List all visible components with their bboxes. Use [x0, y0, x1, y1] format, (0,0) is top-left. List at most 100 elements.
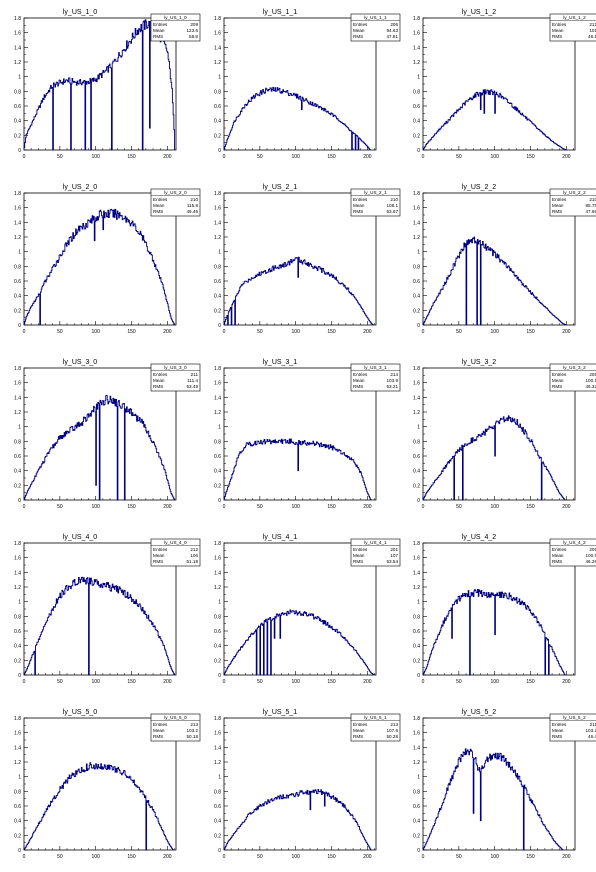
- stats-entries-label: Entries: [353, 197, 368, 202]
- y-tick-label: 0.8: [413, 264, 420, 270]
- x-tick-label: 0: [223, 329, 226, 335]
- y-tick-label: 0.6: [214, 279, 221, 285]
- histogram-series: [23, 19, 176, 151]
- x-tick-label: 0: [223, 679, 226, 685]
- stats-mean-label: Mean: [353, 378, 365, 383]
- x-tick-label: 50: [456, 854, 462, 860]
- stats-mean-value: 100.1: [586, 378, 596, 383]
- y-tick-label: 1.8: [214, 716, 221, 722]
- stats-rms-value: 53.67: [387, 209, 399, 214]
- x-tick-label: 150: [327, 504, 336, 510]
- y-tick-label: 0.6: [14, 454, 21, 460]
- y-tick-label: 1.6: [214, 556, 221, 562]
- stats-mean-value: 115.8: [187, 203, 199, 208]
- stats-entries-label: Entries: [153, 197, 168, 202]
- y-tick-label: 1.2: [413, 410, 420, 416]
- y-tick-label: 1.6: [14, 381, 21, 387]
- stats-name: ly_US_2_1: [364, 190, 387, 195]
- x-tick-label: 100: [292, 679, 301, 685]
- y-tick-label: 1.8: [14, 716, 21, 722]
- histogram-panel: ly_US_5_2 0 0.2 0.4 0.6 0.8 1 1.2 1.4 1.6 1.8 0 50 10…: [413, 709, 596, 860]
- stats-entries-value: 208: [589, 372, 596, 377]
- y-tick-label: 0.4: [413, 644, 420, 650]
- y-tick-label: 0.4: [214, 469, 221, 475]
- stats-box: [549, 538, 596, 567]
- y-tick-label: 1.2: [214, 585, 221, 591]
- y-tick-label: 0: [218, 848, 221, 854]
- y-tick-label: 0.2: [413, 483, 420, 489]
- stats-entries-value: 210: [190, 197, 198, 202]
- y-tick-label: 1.4: [14, 220, 21, 226]
- y-tick-label: 0.8: [14, 614, 21, 620]
- stats-rms-value: 46.26: [586, 559, 596, 564]
- stats-mean-label: Mean: [552, 728, 564, 733]
- stats-entries-label: Entries: [552, 22, 567, 27]
- x-tick-label: 150: [327, 329, 336, 335]
- y-tick-label: 0.6: [14, 279, 21, 285]
- stats-mean-value: 101: [589, 28, 596, 33]
- x-tick-label: 50: [257, 154, 263, 160]
- x-tick-label: 50: [456, 679, 462, 685]
- stats-entries-value: 213: [390, 722, 398, 727]
- stats-name: ly_US_3_1: [364, 365, 387, 370]
- y-tick-label: 0: [417, 673, 420, 679]
- stats-entries-label: Entries: [153, 372, 168, 377]
- stats-box: [350, 538, 401, 567]
- x-tick-label: 200: [163, 504, 172, 510]
- y-tick-label: 1: [18, 75, 21, 81]
- stats-rms-value: 53.49: [187, 384, 199, 389]
- stats-mean-value: 107: [390, 553, 398, 558]
- y-tick-label: 0.2: [14, 833, 21, 839]
- histogram-panel: ly_US_2_2 0 0.2 0.4 0.6 0.8 1 1.2 1.4 1.6 1.8 0 50 10…: [413, 184, 596, 335]
- y-tick-label: 0.4: [214, 819, 221, 825]
- histogram-panel: ly_US_4_2 0 0.2 0.4 0.6 0.8 1 1.2 1.4 1.6 1.8 0 50 10…: [413, 534, 596, 685]
- stats-rms-label: RMS: [552, 734, 562, 739]
- y-tick-label: 1.4: [214, 570, 221, 576]
- y-tick-label: 0.4: [413, 294, 420, 300]
- stats-box: [350, 713, 401, 742]
- histogram-series: [23, 576, 176, 676]
- y-tick-label: 1.6: [14, 31, 21, 37]
- histogram-series: [422, 748, 564, 851]
- y-tick-label: 0.2: [214, 833, 221, 839]
- y-tick-label: 1.6: [214, 381, 221, 387]
- x-tick-label: 100: [491, 329, 500, 335]
- y-tick-label: 1: [417, 600, 420, 606]
- y-tick-label: 0.6: [14, 104, 21, 110]
- stats-name: ly_US_5_1: [364, 715, 387, 720]
- x-tick-label: 0: [422, 679, 425, 685]
- stats-mean-label: Mean: [153, 378, 165, 383]
- chart-title: ly_US_4_2: [462, 534, 496, 541]
- y-tick-label: 0.8: [214, 89, 221, 95]
- y-tick-label: 1.6: [214, 206, 221, 212]
- y-tick-label: 0.4: [214, 119, 221, 125]
- x-tick-label: 150: [526, 154, 535, 160]
- stats-entries-value: 206: [390, 22, 398, 27]
- histogram-series: [23, 394, 176, 501]
- y-tick-label: 1.2: [14, 760, 21, 766]
- y-tick-label: 0.8: [214, 789, 221, 795]
- stats-entries-value: 212: [589, 22, 596, 27]
- y-tick-label: 1.8: [14, 366, 21, 372]
- histogram-series: [223, 86, 371, 151]
- y-tick-label: 0.8: [14, 439, 21, 445]
- stats-name: ly_US_2_0: [164, 190, 187, 195]
- x-tick-label: 0: [223, 504, 226, 510]
- histogram-series: [422, 89, 567, 151]
- x-tick-label: 200: [562, 504, 571, 510]
- x-tick-label: 100: [292, 329, 301, 335]
- histogram-series: [223, 609, 376, 676]
- stats-mean-label: Mean: [353, 553, 365, 558]
- stats-name: ly_US_4_1: [364, 540, 387, 545]
- stats-entries-label: Entries: [552, 547, 567, 552]
- x-tick-label: 200: [363, 329, 372, 335]
- stats-rms-label: RMS: [153, 209, 163, 214]
- stats-entries-label: Entries: [552, 197, 567, 202]
- y-tick-label: 1.4: [14, 570, 21, 576]
- y-tick-label: 1.8: [413, 541, 420, 547]
- histogram-panel: ly_US_3_0 0 0.2 0.4 0.6 0.8 1 1.2 1.4 1.6 1.8 0 50 10…: [14, 359, 201, 510]
- stats-mean-label: Mean: [552, 28, 564, 33]
- x-tick-label: 50: [57, 854, 63, 860]
- stats-rms-value: 47.66: [586, 209, 596, 214]
- stats-mean-value: 106: [190, 553, 198, 558]
